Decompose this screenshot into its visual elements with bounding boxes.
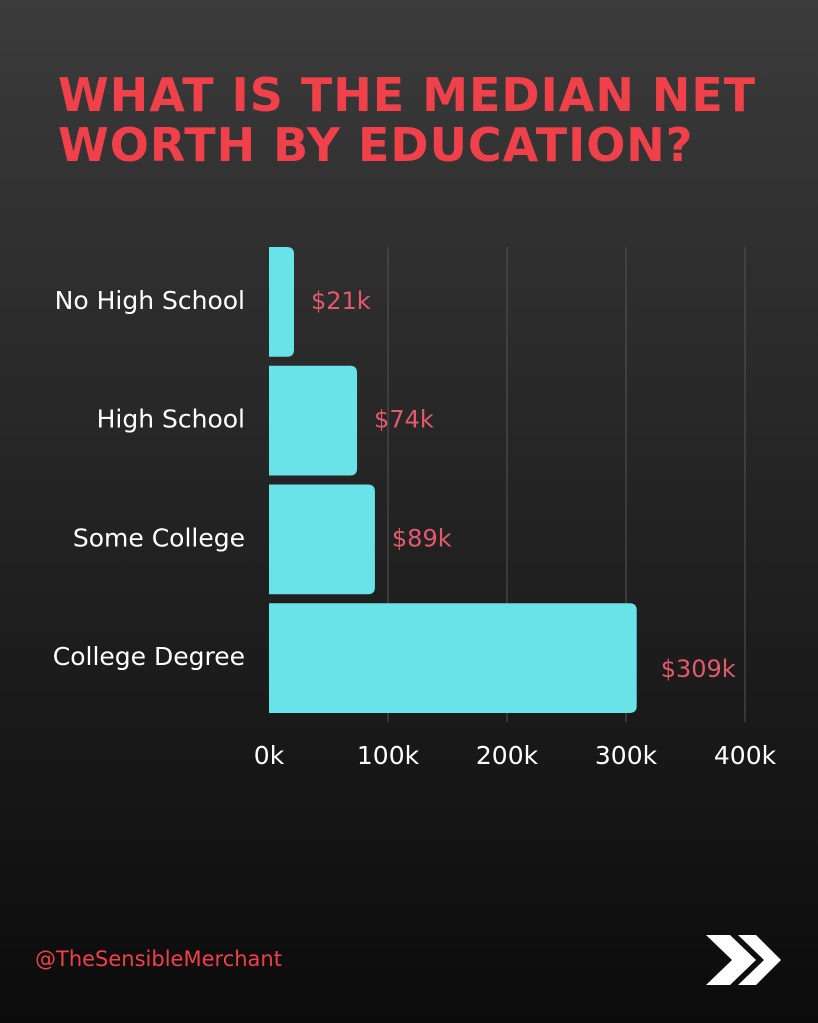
category-label: College Degree (53, 642, 245, 671)
x-tick-label: 200k (476, 741, 539, 770)
handle: @TheSensibleMerchant (35, 947, 282, 971)
bar (269, 247, 294, 357)
bar (269, 365, 358, 476)
x-tick-label: 300k (595, 741, 658, 770)
category-label: High School (97, 405, 245, 434)
category-label: No High School (55, 286, 245, 315)
value-label: $21k (311, 287, 371, 315)
x-tick-label: 0k (254, 741, 285, 770)
bar (269, 484, 375, 595)
chart-title: WHAT IS THE MEDIAN NET WORTH BY EDUCATION… (58, 68, 756, 172)
value-label: $309k (661, 655, 736, 683)
x-tick-label: 100k (357, 741, 420, 770)
value-label: $74k (374, 406, 434, 434)
bar (269, 603, 637, 713)
value-label: $89k (392, 524, 452, 552)
x-tick-label: 400k (714, 741, 777, 770)
category-label: Some College (73, 523, 245, 552)
plot: 0k 100k 200k 300k 400k No High School $21k High… (53, 247, 777, 770)
next-arrow-icon[interactable] (706, 935, 781, 985)
